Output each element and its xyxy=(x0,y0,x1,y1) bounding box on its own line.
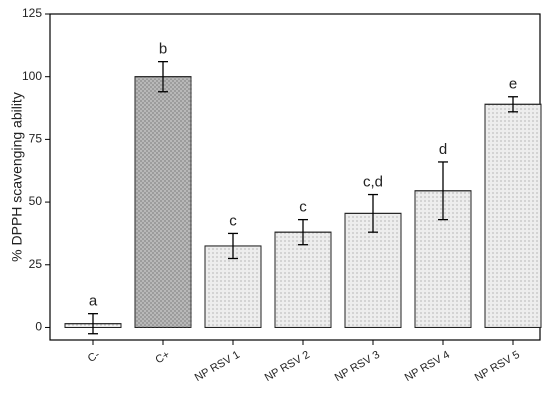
annotation: c xyxy=(229,212,237,229)
x-tick-label: NP RSV 3 xyxy=(333,349,382,384)
annotation: e xyxy=(509,76,517,93)
annotation: c,d xyxy=(363,174,383,191)
y-tick-label: 75 xyxy=(29,132,43,146)
x-tick-label: NP RSV 5 xyxy=(473,349,522,384)
y-axis-label: % DPPH scavenging ability xyxy=(9,92,25,262)
x-tick-label: C- xyxy=(86,349,102,365)
annotation: a xyxy=(89,293,98,310)
y-tick-label: 0 xyxy=(35,320,42,334)
bar-texture xyxy=(137,78,193,330)
x-tick-label: NP RSV 2 xyxy=(263,349,312,384)
bar-texture xyxy=(484,103,542,328)
annotation: d xyxy=(439,141,447,158)
annotation: c xyxy=(299,199,307,216)
y-tick-label: 100 xyxy=(22,69,42,83)
annotation: b xyxy=(159,41,167,58)
x-tick-label: NP RSV 4 xyxy=(403,349,452,384)
y-tick-label: 50 xyxy=(29,194,43,208)
bar-texture xyxy=(274,231,332,328)
x-tick-label: NP RSV 1 xyxy=(193,349,242,384)
x-tick-label: C+ xyxy=(154,349,172,367)
y-tick-label: 125 xyxy=(22,6,42,20)
y-tick-label: 25 xyxy=(29,257,43,271)
